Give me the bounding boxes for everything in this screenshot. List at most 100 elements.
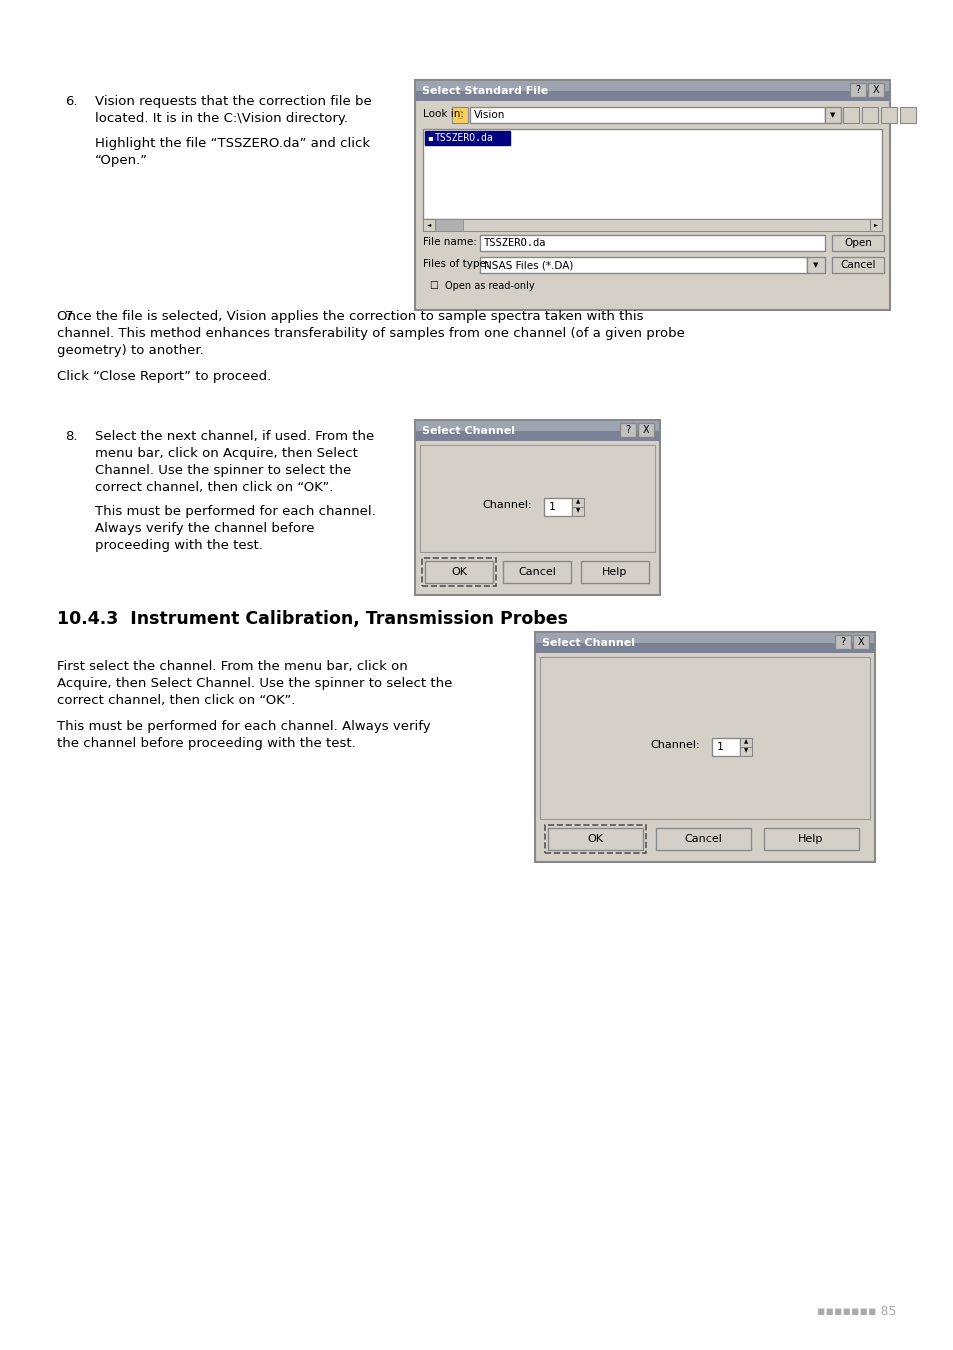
- Text: the channel before proceeding with the test.: the channel before proceeding with the t…: [57, 737, 355, 751]
- Bar: [535, 632, 874, 863]
- Text: Channel:: Channel:: [649, 740, 699, 751]
- Text: OK: OK: [586, 834, 602, 844]
- Bar: [479, 235, 824, 251]
- Text: ▪: ▪: [427, 134, 432, 143]
- Text: 10.4.3  Instrument Calibration, Transmission Probes: 10.4.3 Instrument Calibration, Transmiss…: [57, 610, 567, 628]
- Bar: [470, 107, 824, 123]
- Text: Select Channel: Select Channel: [421, 427, 515, 436]
- Text: correct channel, then click on “OK”.: correct channel, then click on “OK”.: [95, 481, 334, 494]
- Bar: [416, 81, 888, 101]
- Bar: [831, 256, 883, 273]
- Bar: [422, 130, 882, 219]
- Text: Cancel: Cancel: [517, 567, 556, 576]
- Bar: [862, 107, 877, 123]
- Text: ?: ?: [625, 425, 630, 435]
- Bar: [806, 256, 824, 273]
- Text: ☐  Open as read-only: ☐ Open as read-only: [430, 281, 534, 292]
- Bar: [869, 219, 882, 231]
- Text: “Open.”: “Open.”: [95, 154, 148, 167]
- Text: Cancel: Cancel: [683, 834, 721, 844]
- Bar: [479, 256, 806, 273]
- Text: TSSZERO.da: TSSZERO.da: [483, 238, 546, 248]
- Bar: [422, 219, 435, 231]
- Bar: [547, 828, 642, 850]
- Text: Help: Help: [601, 567, 627, 576]
- Bar: [880, 107, 896, 123]
- Text: Select Standard File: Select Standard File: [421, 86, 548, 96]
- Text: ▼: ▼: [813, 262, 818, 269]
- Text: Always verify the channel before: Always verify the channel before: [95, 522, 314, 535]
- Text: First select the channel. From the menu bar, click on: First select the channel. From the menu …: [57, 660, 407, 674]
- Bar: [638, 423, 654, 437]
- Text: ▲: ▲: [743, 740, 747, 744]
- Text: ►: ►: [873, 223, 877, 228]
- Bar: [419, 446, 655, 552]
- Bar: [899, 107, 915, 123]
- Text: This must be performed for each channel.: This must be performed for each channel.: [95, 505, 375, 518]
- Bar: [572, 498, 583, 508]
- Text: X: X: [642, 425, 649, 435]
- Bar: [834, 634, 850, 649]
- Bar: [740, 738, 751, 747]
- Bar: [416, 421, 659, 431]
- Bar: [539, 657, 869, 819]
- Text: correct channel, then click on “OK”.: correct channel, then click on “OK”.: [57, 694, 295, 707]
- Text: Vision: Vision: [474, 109, 505, 120]
- Bar: [502, 562, 571, 583]
- Text: 📁: 📁: [457, 111, 462, 120]
- Text: Acquire, then Select Channel. Use the spinner to select the: Acquire, then Select Channel. Use the sp…: [57, 676, 452, 690]
- Text: NSAS Files (*.DA): NSAS Files (*.DA): [483, 261, 573, 270]
- Text: This must be performed for each channel. Always verify: This must be performed for each channel.…: [57, 720, 430, 733]
- Text: Cancel: Cancel: [840, 261, 875, 270]
- Text: ?: ?: [855, 85, 860, 94]
- Text: proceeding with the test.: proceeding with the test.: [95, 539, 263, 552]
- Text: geometry) to another.: geometry) to another.: [57, 344, 204, 356]
- Text: ▪▪▪▪▪▪▪ 85: ▪▪▪▪▪▪▪ 85: [817, 1305, 896, 1318]
- Text: Help: Help: [798, 834, 822, 844]
- Bar: [842, 107, 858, 123]
- Bar: [424, 562, 493, 583]
- Bar: [536, 633, 873, 653]
- Text: channel. This method enhances transferability of samples from one channel (of a : channel. This method enhances transferab…: [57, 327, 684, 340]
- Bar: [619, 423, 636, 437]
- Bar: [452, 107, 468, 123]
- Bar: [849, 82, 865, 97]
- Text: TSSZERO.da: TSSZERO.da: [435, 134, 494, 143]
- Text: ▼: ▼: [743, 748, 747, 753]
- Bar: [763, 828, 858, 850]
- Text: menu bar, click on Acquire, then Select: menu bar, click on Acquire, then Select: [95, 447, 357, 460]
- Bar: [536, 633, 873, 643]
- Text: 8.: 8.: [65, 431, 77, 443]
- Text: ▼: ▼: [829, 112, 835, 117]
- Bar: [711, 738, 740, 756]
- Bar: [422, 219, 882, 231]
- Bar: [824, 107, 841, 123]
- Text: 7.: 7.: [65, 310, 77, 323]
- Text: ▲: ▲: [576, 500, 579, 505]
- Text: 1: 1: [548, 502, 556, 512]
- Bar: [422, 219, 462, 231]
- Bar: [867, 82, 883, 97]
- Bar: [580, 562, 648, 583]
- Text: Highlight the file “TSSZERO.da” and click: Highlight the file “TSSZERO.da” and clic…: [95, 136, 370, 150]
- Text: ◄: ◄: [426, 223, 431, 228]
- Text: Files of type:: Files of type:: [422, 259, 489, 269]
- Bar: [424, 131, 510, 144]
- Bar: [416, 421, 659, 441]
- Bar: [416, 81, 888, 90]
- Text: Open: Open: [843, 238, 871, 248]
- Bar: [852, 634, 868, 649]
- Text: ▼: ▼: [576, 509, 579, 513]
- Bar: [656, 828, 750, 850]
- Bar: [544, 825, 645, 853]
- Bar: [415, 420, 659, 595]
- Bar: [831, 235, 883, 251]
- Bar: [740, 747, 751, 756]
- Text: Look in:: Look in:: [422, 109, 463, 119]
- Text: Click “Close Report” to proceed.: Click “Close Report” to proceed.: [57, 370, 271, 383]
- Text: ?: ?: [840, 637, 844, 647]
- Bar: [415, 80, 889, 310]
- Text: Select the next channel, if used. From the: Select the next channel, if used. From t…: [95, 431, 374, 443]
- Text: X: X: [872, 85, 879, 94]
- Text: File name:: File name:: [422, 238, 476, 247]
